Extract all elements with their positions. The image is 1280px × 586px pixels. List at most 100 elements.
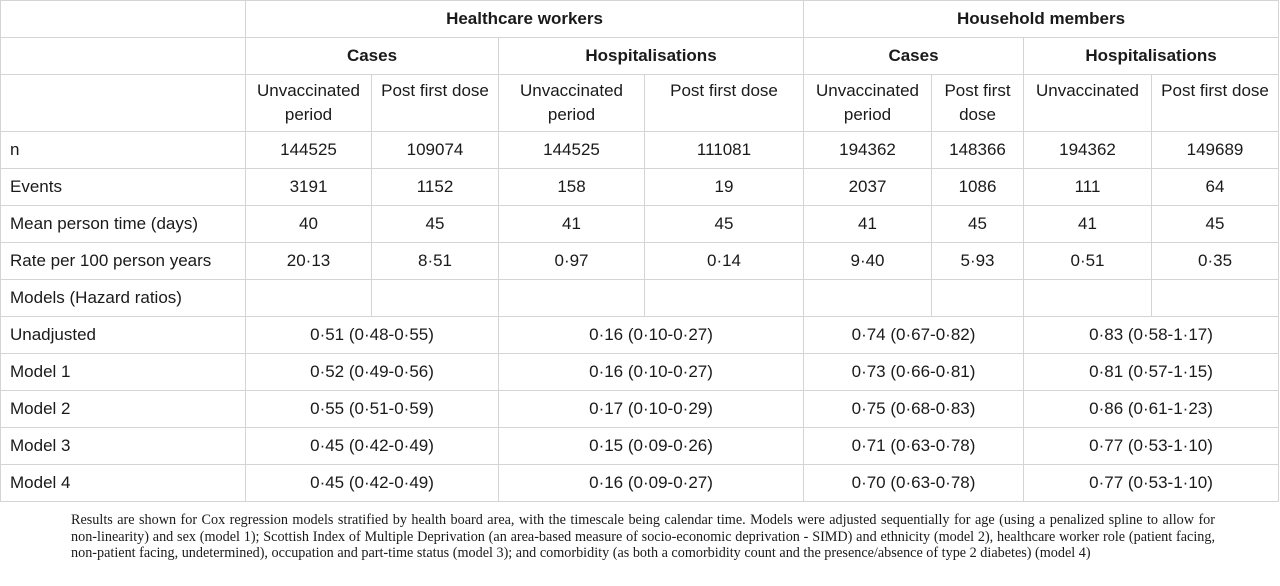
table-cell: 41	[803, 205, 932, 243]
table-cell: 64	[1150, 168, 1280, 206]
period-header: Unvaccinated	[1023, 74, 1152, 132]
table-cell: 9·40	[803, 242, 932, 280]
empty-cell	[0, 74, 246, 132]
period-header: Unvaccinated period	[803, 74, 932, 132]
period-header: Post first dose	[371, 74, 499, 132]
empty-cell	[371, 279, 499, 317]
hazard-ratio-cell: 0·16 (0·10-0·27)	[498, 316, 804, 354]
period-header: Unvaccinated period	[498, 74, 645, 132]
table-cell: 2037	[803, 168, 932, 206]
subgroup-header: Cases	[245, 37, 499, 75]
table-cell: 45	[931, 205, 1024, 243]
group-header-household-members: Household members	[802, 0, 1280, 38]
table-cell: 40	[245, 205, 372, 243]
row-label: Mean person time (days)	[0, 205, 246, 243]
table-cell: 111	[1023, 168, 1152, 206]
period-header: Post first dose	[644, 74, 804, 132]
subgroup-header: Cases	[803, 37, 1024, 75]
table-row: Rate per 100 person years 20·13 8·51 0·9…	[0, 242, 1280, 280]
empty-cell	[1150, 279, 1280, 317]
row-label: Model 3	[0, 427, 246, 465]
table-cell: 8·51	[371, 242, 499, 280]
table-cell: 0·97	[498, 242, 645, 280]
hazard-ratio-cell: 0·75 (0·68-0·83)	[803, 390, 1024, 428]
table-cell: 158	[498, 168, 645, 206]
row-label: Model 1	[0, 353, 246, 391]
subgroup-header: Hospitalisations	[1022, 37, 1280, 75]
group-header-healthcare-workers: Healthcare workers	[245, 0, 804, 38]
table-cell: 149689	[1150, 131, 1280, 169]
table-cell: 3191	[245, 168, 372, 206]
table-cell: 19	[644, 168, 804, 206]
hazard-ratio-cell: 0·86 (0·61-1·23)	[1022, 390, 1280, 428]
table-cell: 45	[1150, 205, 1280, 243]
hazard-ratio-cell: 0·73 (0·66-0·81)	[803, 353, 1024, 391]
row-label: Unadjusted	[0, 316, 246, 354]
hazard-ratio-cell: 0·15 (0·09-0·26)	[498, 427, 804, 465]
empty-cell	[1023, 279, 1152, 317]
hazard-ratio-cell: 0·45 (0·42-0·49)	[245, 427, 499, 465]
table-cell: 0·51	[1023, 242, 1152, 280]
row-label: n	[0, 131, 246, 169]
table-cell: 5·93	[931, 242, 1024, 280]
group-header-row: Healthcare workers Household members	[0, 0, 1280, 38]
table-cell: 194362	[803, 131, 932, 169]
models-header-label: Models (Hazard ratios)	[0, 279, 246, 317]
table-cell: 1086	[931, 168, 1024, 206]
model-row: Model 1 0·52 (0·49-0·56) 0·16 (0·10-0·27…	[0, 353, 1280, 391]
hazard-ratio-cell: 0·83 (0·58-1·17)	[1022, 316, 1280, 354]
table-cell: 0·14	[644, 242, 804, 280]
hazard-ratio-cell: 0·17 (0·10-0·29)	[498, 390, 804, 428]
models-header-row: Models (Hazard ratios)	[0, 279, 1280, 317]
table-row: Mean person time (days) 40 45 41 45 41 4…	[0, 205, 1280, 243]
hazard-ratio-cell: 0·77 (0·53-1·10)	[1022, 464, 1280, 502]
table-cell: 20·13	[245, 242, 372, 280]
period-header: Unvaccinated period	[245, 74, 372, 132]
table-cell: 144525	[498, 131, 645, 169]
table-cell: 1152	[371, 168, 499, 206]
hazard-ratio-cell: 0·51 (0·48-0·55)	[245, 316, 499, 354]
empty-cell	[245, 279, 372, 317]
row-label: Rate per 100 person years	[0, 242, 246, 280]
table-cell: 194362	[1023, 131, 1152, 169]
table-cell: 45	[644, 205, 804, 243]
hazard-ratio-cell: 0·52 (0·49-0·56)	[245, 353, 499, 391]
table-row: Events 3191 1152 158 19 2037 1086 111 64	[0, 168, 1280, 206]
hazard-ratio-cell: 0·71 (0·63-0·78)	[803, 427, 1024, 465]
table-cell: 148366	[931, 131, 1024, 169]
subgroup-header: Hospitalisations	[498, 37, 804, 75]
table-cell: 109074	[371, 131, 499, 169]
row-label: Events	[0, 168, 246, 206]
hazard-ratio-cell: 0·74 (0·67-0·82)	[803, 316, 1024, 354]
empty-cell	[931, 279, 1024, 317]
model-row: Model 3 0·45 (0·42-0·49) 0·15 (0·09-0·26…	[0, 427, 1280, 465]
hazard-ratio-cell: 0·81 (0·57-1·15)	[1022, 353, 1280, 391]
empty-cell	[644, 279, 804, 317]
table-cell: 111081	[644, 131, 804, 169]
table-cell: 45	[371, 205, 499, 243]
results-table: Healthcare workers Household members Cas…	[0, 0, 1280, 502]
hazard-ratio-cell: 0·77 (0·53-1·10)	[1022, 427, 1280, 465]
row-label: Model 4	[0, 464, 246, 502]
hazard-ratio-cell: 0·70 (0·63-0·78)	[803, 464, 1024, 502]
period-header: Post first dose	[931, 74, 1024, 132]
empty-cell	[498, 279, 645, 317]
row-label: Model 2	[0, 390, 246, 428]
hazard-ratio-cell: 0·45 (0·42-0·49)	[245, 464, 499, 502]
table-cell: 41	[1023, 205, 1152, 243]
model-row: Model 4 0·45 (0·42-0·49) 0·16 (0·09-0·27…	[0, 464, 1280, 502]
table-footnote: Results are shown for Cox regression mod…	[71, 512, 1215, 561]
table-cell: 144525	[245, 131, 372, 169]
table-cell: 0·35	[1150, 242, 1280, 280]
empty-cell	[803, 279, 932, 317]
hazard-ratio-cell: 0·16 (0·09-0·27)	[498, 464, 804, 502]
table-row: n 144525 109074 144525 111081 194362 148…	[0, 131, 1280, 169]
subgroup-header-row: Cases Hospitalisations Cases Hospitalisa…	[0, 37, 1280, 75]
period-header-row: Unvaccinated period Post first dose Unva…	[0, 74, 1280, 132]
hazard-ratio-cell: 0·16 (0·10-0·27)	[498, 353, 804, 391]
model-row: Model 2 0·55 (0·51-0·59) 0·17 (0·10-0·29…	[0, 390, 1280, 428]
model-row: Unadjusted 0·51 (0·48-0·55) 0·16 (0·10-0…	[0, 316, 1280, 354]
empty-cell	[0, 37, 246, 75]
corner-cell	[0, 0, 246, 38]
hazard-ratio-cell: 0·55 (0·51-0·59)	[245, 390, 499, 428]
